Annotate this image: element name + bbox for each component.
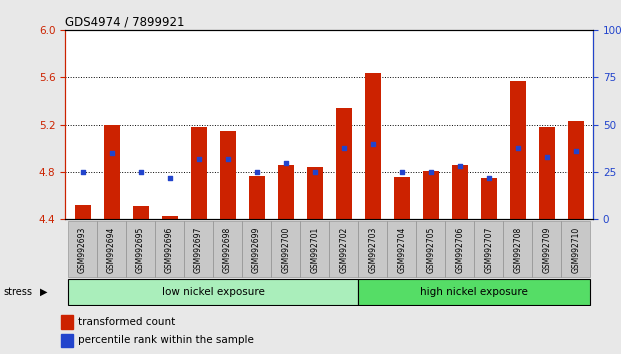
Text: GSM992693: GSM992693	[78, 227, 87, 273]
Bar	[220, 131, 235, 219]
Text: GSM992703: GSM992703	[368, 227, 377, 273]
Bar	[75, 205, 91, 219]
Text: GSM992697: GSM992697	[194, 227, 203, 273]
FancyBboxPatch shape	[358, 279, 590, 305]
Text: GSM992707: GSM992707	[484, 227, 493, 273]
Text: GSM992704: GSM992704	[397, 227, 406, 273]
FancyBboxPatch shape	[561, 221, 590, 277]
FancyBboxPatch shape	[503, 221, 532, 277]
Text: GSM992702: GSM992702	[339, 227, 348, 273]
Text: GSM992710: GSM992710	[571, 227, 580, 273]
FancyBboxPatch shape	[184, 221, 213, 277]
Bar	[61, 334, 73, 347]
Text: GSM992700: GSM992700	[281, 227, 290, 273]
Point	[223, 156, 233, 162]
FancyBboxPatch shape	[68, 279, 358, 305]
Point	[571, 148, 581, 154]
Bar	[365, 73, 381, 219]
FancyBboxPatch shape	[329, 221, 358, 277]
FancyBboxPatch shape	[213, 221, 242, 277]
Text: ▶: ▶	[40, 287, 47, 297]
Point	[368, 141, 378, 147]
FancyBboxPatch shape	[358, 221, 387, 277]
Point	[281, 160, 291, 166]
Bar	[191, 127, 207, 219]
Bar	[61, 315, 73, 329]
Bar	[481, 178, 497, 219]
Text: GSM992709: GSM992709	[542, 227, 551, 273]
Text: GSM992694: GSM992694	[107, 227, 116, 273]
Text: GSM992706: GSM992706	[455, 227, 464, 273]
Text: GSM992705: GSM992705	[426, 227, 435, 273]
Point	[107, 150, 117, 156]
Text: GDS4974 / 7899921: GDS4974 / 7899921	[65, 16, 184, 29]
FancyBboxPatch shape	[271, 221, 300, 277]
FancyBboxPatch shape	[474, 221, 503, 277]
Text: GSM992696: GSM992696	[165, 227, 174, 273]
FancyBboxPatch shape	[155, 221, 184, 277]
FancyBboxPatch shape	[445, 221, 474, 277]
Bar	[248, 176, 265, 219]
Bar	[451, 165, 468, 219]
Point	[165, 175, 175, 181]
FancyBboxPatch shape	[532, 221, 561, 277]
Bar	[510, 81, 525, 219]
Point	[252, 169, 261, 175]
Bar	[104, 125, 120, 219]
Text: GSM992699: GSM992699	[252, 227, 261, 273]
FancyBboxPatch shape	[126, 221, 155, 277]
Text: percentile rank within the sample: percentile rank within the sample	[78, 335, 254, 346]
Bar	[394, 177, 410, 219]
FancyBboxPatch shape	[242, 221, 271, 277]
Text: low nickel exposure: low nickel exposure	[161, 287, 265, 297]
Point	[78, 169, 88, 175]
Point	[455, 164, 465, 169]
Text: GSM992701: GSM992701	[310, 227, 319, 273]
Text: transformed count: transformed count	[78, 317, 175, 327]
Text: GSM992695: GSM992695	[136, 227, 145, 273]
Point	[135, 169, 145, 175]
Text: high nickel exposure: high nickel exposure	[420, 287, 528, 297]
Bar	[336, 108, 351, 219]
Point	[484, 175, 494, 181]
Point	[310, 169, 320, 175]
FancyBboxPatch shape	[68, 221, 97, 277]
FancyBboxPatch shape	[300, 221, 329, 277]
Text: stress: stress	[3, 287, 32, 297]
Text: GSM992708: GSM992708	[513, 227, 522, 273]
FancyBboxPatch shape	[97, 221, 126, 277]
Text: GSM992698: GSM992698	[223, 227, 232, 273]
Point	[425, 169, 435, 175]
Bar	[133, 206, 148, 219]
FancyBboxPatch shape	[416, 221, 445, 277]
Point	[397, 169, 407, 175]
Bar	[307, 167, 322, 219]
FancyBboxPatch shape	[387, 221, 416, 277]
Bar	[161, 216, 178, 219]
Point	[194, 156, 204, 162]
Point	[513, 145, 523, 150]
Bar	[568, 121, 584, 219]
Point	[542, 154, 551, 160]
Bar	[538, 127, 555, 219]
Bar	[278, 165, 294, 219]
Bar	[423, 171, 438, 219]
Point	[338, 145, 348, 150]
